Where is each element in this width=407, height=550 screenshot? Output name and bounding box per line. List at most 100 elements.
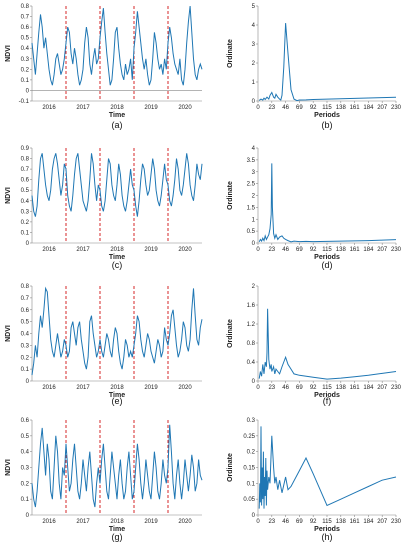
x-tick-label: 207 — [377, 385, 388, 391]
y-tick-label: 0.4 — [21, 332, 30, 338]
y-axis-label: NDVI — [5, 45, 12, 62]
series-line — [31, 424, 203, 508]
x-tick-label: 184 — [363, 385, 374, 391]
x-tick-label: 138 — [336, 519, 347, 525]
y-tick-label: 0.3 — [21, 466, 30, 472]
x-tick-label: 69 — [296, 519, 303, 525]
x-tick-label: 0 — [256, 105, 260, 111]
x-tick-label: 2019 — [144, 105, 158, 111]
x-tick-label: 23 — [268, 247, 275, 253]
y-tick-label: 1.6 — [247, 303, 256, 309]
y-tick-label: 0.6 — [21, 178, 30, 184]
y-tick-label: 0.8 — [247, 341, 256, 347]
x-axis-label: Time — [109, 392, 125, 399]
x-tick-label: 2020 — [178, 247, 192, 253]
y-tick-label: 0.4 — [21, 450, 30, 456]
x-tick-label: 2016 — [42, 385, 56, 391]
y-tick-label: 2 — [252, 194, 256, 200]
y-tick-label: 0 — [252, 513, 256, 519]
chart-panel-d: 0 0.5 1 1.5 2 2.5 3 3.5 4 Ordinate 0 23 46 69 92 115 138… — [227, 146, 402, 270]
y-axis-label: Ordinate — [227, 453, 234, 482]
x-tick-label: 23 — [268, 385, 275, 391]
x-tick-label: 115 — [322, 247, 332, 253]
x-tick-label: 207 — [377, 105, 388, 111]
panel-label: (d) — [322, 260, 333, 270]
y-tick-label: 0.5 — [21, 36, 30, 42]
y-tick-label: 0.1 — [247, 481, 256, 487]
x-tick-label: 2020 — [178, 385, 192, 391]
x-tick-label: 161 — [350, 519, 361, 525]
y-axis-label: NDVI — [5, 325, 12, 342]
y-tick-label: 0 — [252, 241, 256, 247]
y-tick-label: 0.3 — [21, 209, 30, 215]
y-tick-label: 0 — [26, 513, 30, 519]
y-axis-label: Ordinate — [227, 39, 234, 68]
y-tick-label: 0.7 — [21, 15, 30, 21]
x-tick-label: 2017 — [76, 385, 90, 391]
series-line — [31, 286, 203, 376]
y-tick-label: 0 — [252, 379, 256, 385]
x-tick-label: 115 — [322, 519, 332, 525]
x-tick-label: 46 — [282, 105, 289, 111]
y-tick-label: 0.8 — [21, 284, 30, 290]
y-tick-label: -0.1 — [19, 99, 30, 105]
y-tick-label: 2 — [252, 61, 256, 67]
x-tick-label: 161 — [350, 105, 361, 111]
x-tick-label: 184 — [363, 105, 374, 111]
y-tick-label: 0.5 — [21, 434, 30, 440]
x-tick-label: 2017 — [76, 247, 90, 253]
x-tick-label: 0 — [256, 385, 260, 391]
y-tick-label: 0.8 — [21, 4, 30, 10]
y-tick-label: 0.7 — [21, 296, 30, 302]
x-tick-label: 92 — [310, 519, 317, 525]
x-tick-label: 2018 — [110, 385, 124, 391]
x-tick-label: 2017 — [76, 519, 90, 525]
x-tick-label: 69 — [296, 385, 303, 391]
y-tick-label: 0.4 — [21, 199, 30, 205]
x-tick-label: 92 — [310, 247, 317, 253]
y-tick-label: 0.1 — [21, 78, 30, 84]
y-tick-label: 0.9 — [21, 146, 30, 152]
x-tick-label: 207 — [377, 247, 388, 253]
x-tick-label: 230 — [391, 519, 402, 525]
y-tick-label: 0.5 — [21, 188, 30, 194]
y-tick-label: 0.6 — [21, 25, 30, 31]
y-tick-label: 0 — [26, 379, 30, 385]
x-axis-label: Periods — [314, 112, 340, 119]
x-tick-label: 115 — [322, 105, 332, 111]
x-tick-label: 184 — [363, 247, 374, 253]
x-tick-label: 161 — [350, 385, 361, 391]
x-tick-label: 2017 — [76, 105, 90, 111]
y-tick-label: 1.2 — [247, 322, 256, 328]
x-axis-label: Time — [109, 526, 125, 533]
x-tick-label: 230 — [391, 385, 402, 391]
x-tick-label: 69 — [296, 247, 303, 253]
y-tick-label: 0.8 — [21, 157, 30, 163]
series-line — [258, 308, 397, 380]
y-tick-label: 0 — [252, 99, 256, 105]
x-tick-label: 92 — [310, 105, 317, 111]
x-tick-label: 161 — [350, 247, 361, 253]
x-tick-label: 2020 — [178, 105, 192, 111]
x-tick-label: 2018 — [110, 105, 124, 111]
x-tick-label: 230 — [391, 247, 402, 253]
y-tick-label: 0.6 — [21, 418, 30, 424]
y-tick-label: 0 — [26, 88, 30, 94]
x-tick-label: 2018 — [110, 247, 124, 253]
x-tick-label: 92 — [310, 385, 317, 391]
x-tick-label: 0 — [256, 519, 260, 525]
y-tick-label: 1 — [252, 80, 256, 86]
x-axis-label: Periods — [314, 526, 340, 533]
chart-panel-a: -0.1 0 0.1 0.2 0.3 0.4 0.5 0.6 0.7 0.8 NDVI 2016 201… — [5, 4, 203, 130]
x-tick-label: 2020 — [178, 519, 192, 525]
x-axis-label: Periods — [314, 392, 340, 399]
y-tick-label: 1.5 — [247, 205, 256, 211]
chart-panel-f: 0 0.4 0.8 1.2 1.6 2 Ordinate 0 23 46 69 92 115 138 161… — [227, 284, 402, 406]
series-line — [31, 153, 203, 217]
series-line — [258, 163, 397, 243]
y-axis-label: Ordinate — [227, 181, 234, 210]
x-tick-label: 2019 — [144, 519, 158, 525]
x-axis-label: Periods — [314, 254, 340, 261]
